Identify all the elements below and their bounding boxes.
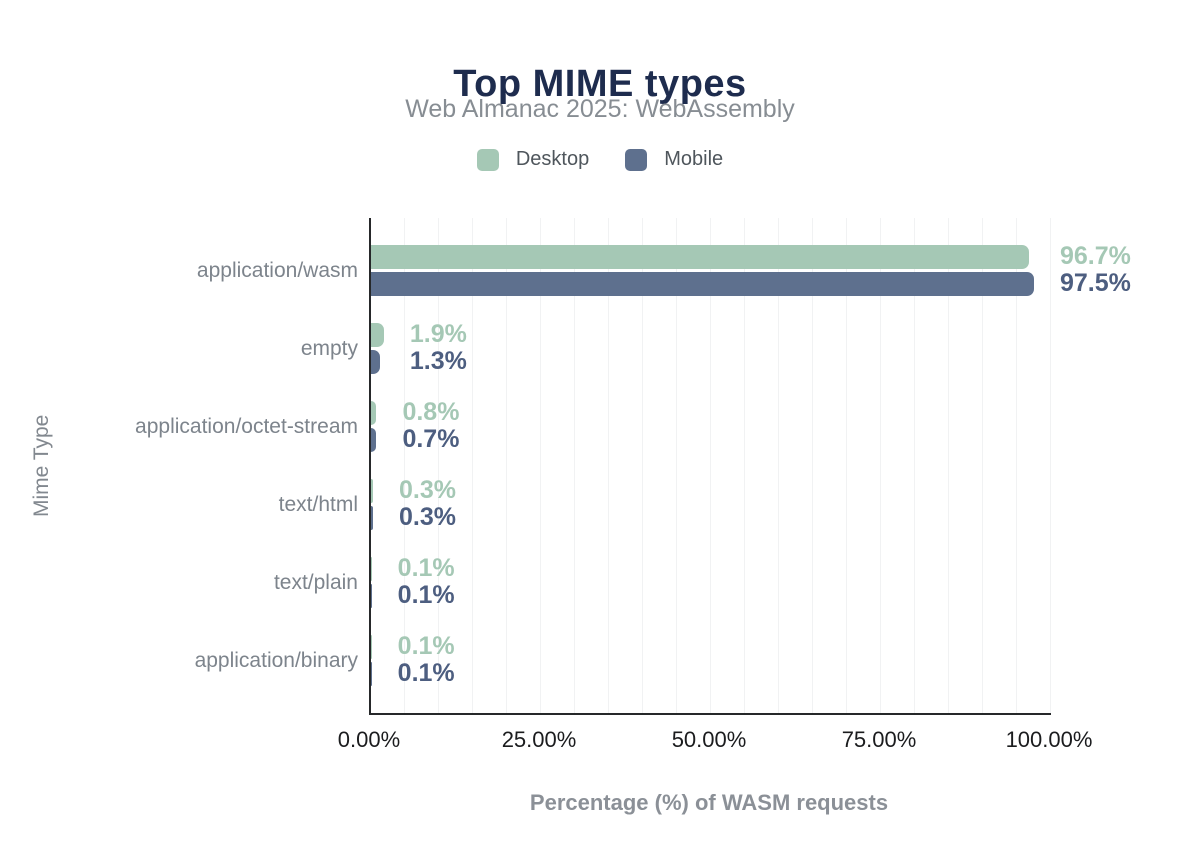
mobile-value-label: 0.1% bbox=[397, 659, 455, 687]
x-axis-ticks: 0.00% 25.00% 50.00% 75.00% 100.00% bbox=[338, 727, 1093, 755]
desktop-bar bbox=[371, 479, 374, 503]
desktop-bar bbox=[371, 557, 372, 581]
category-label: text/html bbox=[278, 493, 358, 516]
x-axis-title: Percentage (%) of WASM requests bbox=[529, 790, 889, 815]
chart-row: application/wasm 96.7% 97.5% bbox=[197, 232, 1131, 310]
mobile-value-label: 0.3% bbox=[399, 503, 457, 531]
value-labels: 0.1% 0.1% bbox=[398, 633, 455, 687]
x-axis-tick: 25.00% bbox=[501, 727, 577, 752]
category-label: text/plain bbox=[273, 571, 358, 594]
legend-item-mobile[interactable]: Mobile bbox=[625, 148, 723, 171]
desktop-bar bbox=[371, 245, 1029, 269]
x-axis-tick: 0.00% bbox=[337, 727, 401, 752]
mobile-bar bbox=[371, 584, 372, 608]
mobile-value-label: 1.3% bbox=[409, 347, 467, 375]
legend: Desktop Mobile bbox=[0, 148, 1200, 171]
desktop-value-label: 0.8% bbox=[402, 398, 460, 426]
mobile-value-label: 97.5% bbox=[1060, 269, 1131, 297]
mobile-bar bbox=[371, 662, 372, 686]
mobile-bar bbox=[371, 350, 380, 374]
desktop-bar bbox=[371, 401, 377, 425]
desktop-bar bbox=[371, 635, 372, 659]
x-axis-tick: 100.00% bbox=[1005, 727, 1093, 752]
x-axis-tick: 50.00% bbox=[671, 727, 747, 752]
desktop-value-label: 1.9% bbox=[409, 320, 467, 348]
chart-row: empty 1.9% 1.3% bbox=[301, 310, 1051, 388]
category-label: empty bbox=[300, 337, 358, 360]
value-labels: 96.7% 97.5% bbox=[1060, 243, 1131, 297]
y-axis-title: Mime Type bbox=[30, 414, 53, 517]
desktop-bar bbox=[371, 323, 384, 347]
value-labels: 0.8% 0.7% bbox=[402, 399, 459, 453]
mobile-series-swatch bbox=[625, 148, 648, 171]
value-labels: 0.3% 0.3% bbox=[399, 477, 456, 531]
category-label: application/wasm bbox=[196, 259, 358, 282]
mobile-bar bbox=[371, 506, 374, 530]
category-label: application/binary bbox=[194, 649, 358, 672]
mobile-bar bbox=[371, 272, 1034, 296]
legend-label-mobile: Mobile bbox=[664, 148, 724, 170]
mobile-bar bbox=[371, 428, 376, 452]
mobile-value-label: 0.7% bbox=[402, 425, 460, 453]
value-labels: 1.9% 1.3% bbox=[410, 321, 467, 375]
bar-rows: application/wasm 96.7% 97.5% empty 1.9% 1.3% a… bbox=[135, 218, 1131, 713]
plot-area: application/wasm 96.7% 97.5% empty 1.9% 1.3% a… bbox=[135, 218, 1131, 715]
desktop-value-label: 0.1% bbox=[397, 554, 455, 582]
desktop-value-label: 0.3% bbox=[399, 476, 457, 504]
chart-title: Top MIME types bbox=[453, 63, 747, 106]
chart-row: application/octet-stream 0.8% 0.7% bbox=[135, 388, 1051, 466]
mobile-value-label: 0.1% bbox=[397, 581, 455, 609]
chart-row: text/plain 0.1% 0.1% bbox=[274, 544, 1051, 622]
desktop-series-swatch bbox=[476, 148, 499, 171]
category-label: application/octet-stream bbox=[135, 415, 358, 438]
x-axis-tick: 75.00% bbox=[841, 727, 917, 752]
value-labels: 0.1% 0.1% bbox=[398, 555, 455, 609]
chart-row: text/html 0.3% 0.3% bbox=[279, 466, 1051, 544]
chart-subtitle: Web Almanac 2025: WebAssembly bbox=[405, 95, 795, 123]
legend-label-desktop: Desktop bbox=[515, 148, 590, 170]
legend-item-desktop[interactable]: Desktop bbox=[476, 148, 590, 171]
chart-row: application/binary 0.1% 0.1% bbox=[195, 622, 1051, 700]
desktop-value-label: 96.7% bbox=[1060, 242, 1131, 270]
desktop-value-label: 0.1% bbox=[397, 632, 455, 660]
